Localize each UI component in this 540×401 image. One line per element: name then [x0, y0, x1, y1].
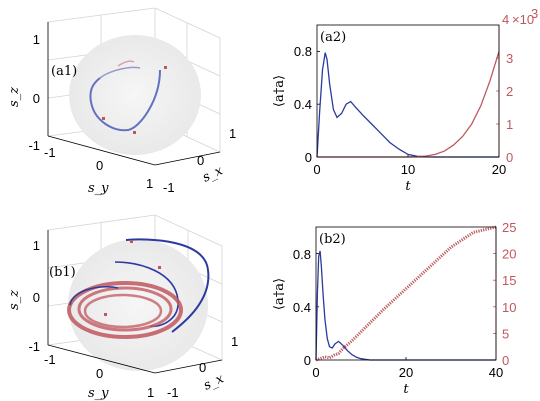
- a1-sy-tick-m1: -1: [44, 145, 56, 160]
- b1-sy-label: s_y: [88, 386, 109, 401]
- b2-ry-tick-3: 15: [502, 273, 516, 288]
- b1-sx-tick-m1: -1: [167, 385, 179, 400]
- b2-right-y-ticks: 0 5 10 15 20 25: [502, 220, 516, 368]
- a1-sy-tick-1: 1: [146, 176, 153, 191]
- b2-ry-tick-2: 10: [502, 300, 516, 315]
- a2-ry-top-tick: 4: [502, 12, 509, 27]
- a1-sy-tick-0: 0: [96, 158, 103, 173]
- b1-sx-tick-1: 1: [231, 334, 238, 349]
- b2-ylabel: ⟨a†a⟩: [272, 278, 287, 310]
- b2-y-tick-1: 0.4: [293, 300, 311, 315]
- a2-y-tick-2: 0.8: [294, 44, 312, 59]
- b2-ry-tick-4: 20: [502, 247, 516, 262]
- b1-z-tick-0: 0: [33, 290, 40, 305]
- a2-series-left-line: [316, 52, 499, 158]
- a2-y-tick-0: 0: [305, 150, 312, 165]
- a2-ry-tick-2: 2: [506, 84, 513, 99]
- b2-ry-tick-5: 25: [502, 220, 516, 235]
- a1-z-tick-m1: -1: [28, 138, 40, 153]
- a2-x-tick-1: 10: [401, 162, 415, 177]
- b2-x-tick-2: 40: [489, 365, 503, 380]
- a2-panel-label: (a2): [320, 30, 346, 45]
- b1-zlabel: s_z: [7, 290, 22, 310]
- a1-sx-tick-1: 1: [229, 126, 236, 141]
- b1-trajectory: [67, 238, 210, 339]
- a1-sx-tick-m1: -1: [163, 180, 175, 195]
- a2-x-tick-2: 20: [492, 162, 506, 177]
- b2-y-tick-0: 0: [304, 353, 311, 368]
- b2-series-left-line: [315, 250, 496, 361]
- a1-bloch-sphere: [69, 35, 201, 155]
- a1-sy-label: s_y: [88, 181, 109, 196]
- b1-sy-tick-1: 1: [147, 385, 154, 400]
- a2-ry-tick-1: 1: [506, 117, 513, 132]
- a1-zlabel: s_z: [7, 87, 22, 107]
- a1-panel-label: (a1): [51, 64, 77, 79]
- a1-z-tick-0: 0: [33, 91, 40, 106]
- b2-ry-tick-0: 0: [502, 353, 509, 368]
- b1-z-tick-1: 1: [33, 238, 40, 253]
- b2-series-right-line: [315, 225, 497, 362]
- a2-y-tick-1: 0.4: [294, 97, 312, 112]
- a2-x-tick-0: 0: [313, 162, 320, 177]
- b1-bloch-sphere: [68, 239, 208, 371]
- a1-sx-tick-0: 0: [197, 153, 204, 168]
- a2-ry-tick-0: 0: [506, 150, 513, 165]
- b1-z-tick-m1: -1: [28, 339, 40, 354]
- b2-xlabel: t: [403, 382, 409, 397]
- b1-axes: [47, 230, 223, 374]
- a2-ylabel: ⟨a†a⟩: [272, 75, 287, 107]
- panel-b2: (b2) ⟨a†a⟩ t 0 0.4 0.8 0 20 40 0 5 10 15 20 2…: [272, 220, 516, 397]
- a2-xlabel: t: [405, 179, 411, 194]
- b1-sx-tick-0: 0: [199, 360, 206, 375]
- panel-b1: 1 0 -1 s_z (b1) -1 0 1 s_y -1 0 1 s_x: [7, 214, 238, 401]
- b1-panel-label: (b1): [49, 265, 76, 280]
- b2-x-tick-1: 20: [399, 365, 413, 380]
- a2-ry-tick-3: 3: [506, 51, 513, 66]
- panel-a2: (a2) ⟨a†a⟩ t 0 0.4 0.8 0 10 20 0 1 2 3 4…: [272, 6, 538, 194]
- a2-ry-scale-exp: 3: [531, 6, 538, 21]
- a2-tick-marks: [316, 51, 500, 158]
- b1-sy-tick-0: 0: [96, 366, 103, 381]
- b2-panel-label: (b2): [319, 232, 346, 247]
- panel-a1: 1 0 -1 s_z (a1) -1 0 1 s_y -1 0 1 s_x: [7, 7, 236, 196]
- a2-series-right-line: [317, 51, 500, 158]
- a1-axes: [47, 22, 221, 166]
- a1-z-tick-1: 1: [33, 32, 40, 47]
- b2-x-tick-0: 0: [312, 365, 319, 380]
- b2-ry-tick-1: 5: [502, 326, 509, 341]
- a2-ry-scale: ×10: [512, 12, 534, 27]
- a2-frame: [316, 24, 500, 158]
- a1-trajectory: [89, 60, 167, 134]
- b1-sy-tick-m1: -1: [44, 352, 56, 367]
- b2-tick-marks: [315, 253, 497, 361]
- b2-frame: [315, 226, 497, 361]
- b2-y-tick-2: 0.8: [293, 247, 311, 262]
